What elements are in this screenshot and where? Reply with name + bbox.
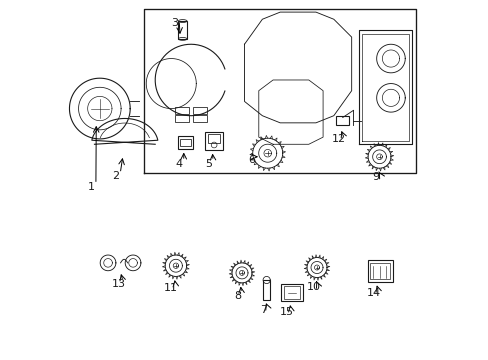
Bar [336,116,348,125]
Bar [207,134,220,143]
Text: 15: 15 [279,307,293,317]
Text: 3: 3 [171,18,178,28]
Bar [192,115,206,122]
Bar [263,280,270,300]
Text: 14: 14 [366,288,380,297]
Bar [369,263,389,279]
Text: 13: 13 [112,279,125,289]
Text: 8: 8 [233,291,241,301]
Text: 2: 2 [112,171,119,181]
Text: 9: 9 [372,172,379,182]
Bar [178,21,186,39]
Bar [180,139,190,146]
Text: 7: 7 [259,305,266,315]
Text: 12: 12 [331,134,346,144]
Bar [175,107,189,114]
Bar [192,107,206,114]
Bar [177,136,193,149]
Bar [205,132,223,150]
Bar [367,260,392,282]
Text: 10: 10 [306,282,320,292]
Text: 11: 11 [164,283,178,293]
Text: 1: 1 [88,182,95,192]
Bar [284,286,299,299]
Text: 5: 5 [205,159,212,169]
Text: 6: 6 [247,155,255,165]
Bar [281,284,302,301]
Bar [175,115,189,122]
Text: 4: 4 [176,159,183,169]
